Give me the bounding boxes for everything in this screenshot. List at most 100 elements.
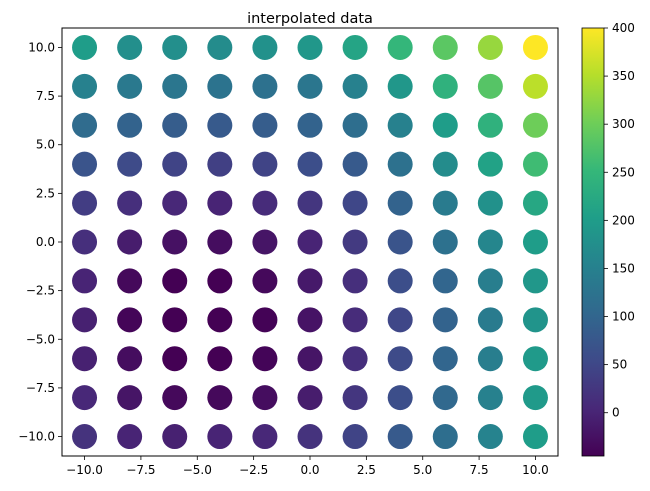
data-point xyxy=(387,34,413,60)
data-point xyxy=(342,268,368,294)
data-point xyxy=(162,151,188,177)
data-point xyxy=(342,346,368,372)
data-point xyxy=(522,73,548,99)
data-point xyxy=(297,268,323,294)
data-point xyxy=(387,112,413,138)
y-tick-label: −10.0 xyxy=(18,430,55,444)
data-point xyxy=(72,385,98,411)
colorbar-tick-label: 100 xyxy=(612,310,635,324)
data-point xyxy=(252,424,278,450)
x-tick-label: 0.0 xyxy=(300,463,319,477)
data-point xyxy=(477,190,503,216)
data-point xyxy=(387,151,413,177)
data-point xyxy=(72,346,98,372)
data-point xyxy=(162,112,188,138)
points-layer xyxy=(72,34,548,450)
data-point xyxy=(162,346,188,372)
data-point xyxy=(387,424,413,450)
data-point xyxy=(207,190,233,216)
data-point xyxy=(162,424,188,450)
data-point xyxy=(162,73,188,99)
data-point xyxy=(387,346,413,372)
data-point xyxy=(477,229,503,255)
data-point xyxy=(387,268,413,294)
colorbar-tick-label: 400 xyxy=(612,21,635,35)
data-point xyxy=(432,112,458,138)
colorbar-frame xyxy=(581,27,605,457)
data-point xyxy=(117,190,143,216)
data-point xyxy=(522,307,548,333)
y-tick-label: 10.0 xyxy=(28,40,55,54)
y-axis: −10.0 −7.5 −5.0 −2.5 0.0 2.5 5.0 7.5 10.0 xyxy=(18,40,62,444)
colorbar xyxy=(582,28,604,456)
data-point xyxy=(477,307,503,333)
data-point xyxy=(297,190,323,216)
data-point xyxy=(522,346,548,372)
data-point xyxy=(117,307,143,333)
data-point xyxy=(72,112,98,138)
data-point xyxy=(477,73,503,99)
y-tick-label: 7.5 xyxy=(36,89,55,103)
x-tick-label: 5.0 xyxy=(413,463,432,477)
data-point xyxy=(342,73,368,99)
data-point xyxy=(297,229,323,255)
y-tick-label: 0.0 xyxy=(36,235,55,249)
data-point xyxy=(207,229,233,255)
data-point xyxy=(522,229,548,255)
data-point xyxy=(252,268,278,294)
data-point xyxy=(387,73,413,99)
data-point xyxy=(477,151,503,177)
data-point xyxy=(72,190,98,216)
data-point xyxy=(162,307,188,333)
colorbar-tick-label: 300 xyxy=(612,117,635,131)
data-point xyxy=(342,190,368,216)
data-point xyxy=(117,424,143,450)
data-point xyxy=(252,385,278,411)
colorbar-tick-label: 50 xyxy=(612,358,627,372)
colorbar-tick-label: 200 xyxy=(612,213,635,227)
data-point xyxy=(522,424,548,450)
colorbar-axis: 0 50 100 150 200 250 300 350 400 xyxy=(604,21,635,420)
x-tick-label: 7.5 xyxy=(470,463,489,477)
data-point xyxy=(207,385,233,411)
colorbar-tick-label: 0 xyxy=(612,406,620,420)
data-point xyxy=(387,307,413,333)
data-point xyxy=(432,229,458,255)
data-point xyxy=(342,112,368,138)
data-point xyxy=(252,112,278,138)
data-point xyxy=(72,34,98,60)
x-tick-label: 2.5 xyxy=(357,463,376,477)
data-point xyxy=(387,190,413,216)
data-point xyxy=(432,346,458,372)
data-point xyxy=(72,424,98,450)
data-point xyxy=(252,229,278,255)
data-point xyxy=(252,190,278,216)
data-point xyxy=(117,34,143,60)
data-point xyxy=(477,424,503,450)
colorbar-tick-label: 150 xyxy=(612,261,635,275)
y-tick-label: −7.5 xyxy=(26,381,55,395)
y-tick-label: 2.5 xyxy=(36,186,55,200)
data-point xyxy=(162,229,188,255)
x-tick-label: −5.0 xyxy=(183,463,212,477)
x-tick-label: −10.0 xyxy=(66,463,103,477)
y-tick-label: −5.0 xyxy=(26,332,55,346)
x-tick-label: −7.5 xyxy=(126,463,155,477)
data-point xyxy=(387,385,413,411)
data-point xyxy=(387,229,413,255)
data-point xyxy=(207,151,233,177)
data-point xyxy=(432,268,458,294)
data-point xyxy=(207,73,233,99)
data-point xyxy=(477,346,503,372)
data-point xyxy=(297,34,323,60)
data-point xyxy=(297,112,323,138)
data-point xyxy=(432,34,458,60)
chart-title: interpolated data xyxy=(247,11,373,27)
data-point xyxy=(72,229,98,255)
data-point xyxy=(252,73,278,99)
data-point xyxy=(522,190,548,216)
data-point xyxy=(207,307,233,333)
data-point xyxy=(72,151,98,177)
x-tick-label: −2.5 xyxy=(239,463,268,477)
data-point xyxy=(477,112,503,138)
